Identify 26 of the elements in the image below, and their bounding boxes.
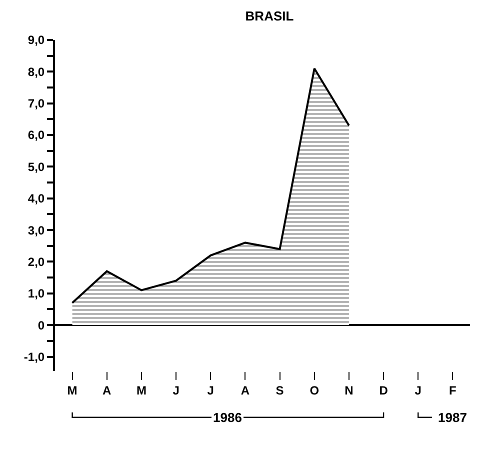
y-tick-label: 5,0: [28, 160, 45, 174]
y-tick-label: 4,0: [28, 192, 45, 206]
x-tick-label: J: [172, 383, 180, 398]
x-tick-label: J: [207, 383, 214, 398]
y-tick-label: 9,0: [28, 33, 45, 48]
y-tick-label: 6,0: [28, 128, 45, 142]
x-tick-label: S: [276, 383, 284, 398]
text: 1986: [213, 410, 242, 425]
x-tick-label: D: [379, 383, 388, 398]
x-tick-label: M: [67, 383, 78, 398]
y-tick-label: 2,0: [28, 254, 45, 269]
y-tick-label: -1,0: [24, 350, 45, 364]
x-tick-label: A: [102, 383, 112, 398]
y-tick-label: 0: [38, 318, 45, 332]
x-tick-label: M: [136, 383, 146, 398]
x-tick-label: J: [414, 383, 422, 398]
x-tick-label: F: [449, 383, 456, 398]
chart-title: BRASIL: [245, 8, 294, 24]
x-tick-label: A: [240, 383, 250, 398]
y-tick-label: 1,0: [28, 286, 45, 301]
text: 1987: [438, 410, 467, 425]
y-tick-label: 8,0: [28, 64, 45, 79]
y-tick-label: 3,0: [28, 223, 45, 238]
x-tick-label: N: [344, 383, 354, 398]
y-tick-label: 7,0: [28, 96, 45, 111]
x-tick-label: O: [310, 383, 320, 398]
